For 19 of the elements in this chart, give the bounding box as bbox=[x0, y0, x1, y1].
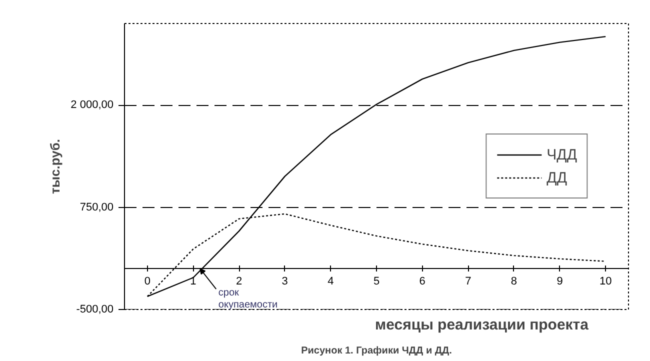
x-tick-label: 5 bbox=[373, 276, 380, 288]
legend-label: ЧДД bbox=[546, 146, 577, 163]
text: Рисунок 1. Графики ЧДД и ДД. bbox=[301, 346, 452, 356]
annotation: срок окупаемости bbox=[218, 287, 278, 311]
x-tick-label: 6 bbox=[419, 276, 426, 288]
x-tick-label: 8 bbox=[510, 276, 518, 288]
x-tick-label: 7 bbox=[465, 276, 472, 288]
x-tick-label: 0 bbox=[144, 276, 150, 288]
legend-label: ДД bbox=[546, 169, 567, 186]
y-tick-label: 750,00 bbox=[80, 201, 114, 214]
x-tick-label: 3 bbox=[282, 276, 288, 288]
x-tick-label: 10 bbox=[599, 276, 612, 288]
y-tick-label: -500,00 bbox=[76, 304, 114, 316]
y-axis-title: тыс.руб. bbox=[48, 139, 63, 194]
y-tick-label: 2 000,00 bbox=[70, 99, 114, 112]
x-axis-title: месяцы реализации проекта bbox=[375, 316, 590, 334]
x-tick-label: 9 bbox=[556, 276, 563, 288]
x-tick-label: 4 bbox=[328, 276, 334, 288]
x-tick-label: 2 bbox=[236, 276, 242, 288]
